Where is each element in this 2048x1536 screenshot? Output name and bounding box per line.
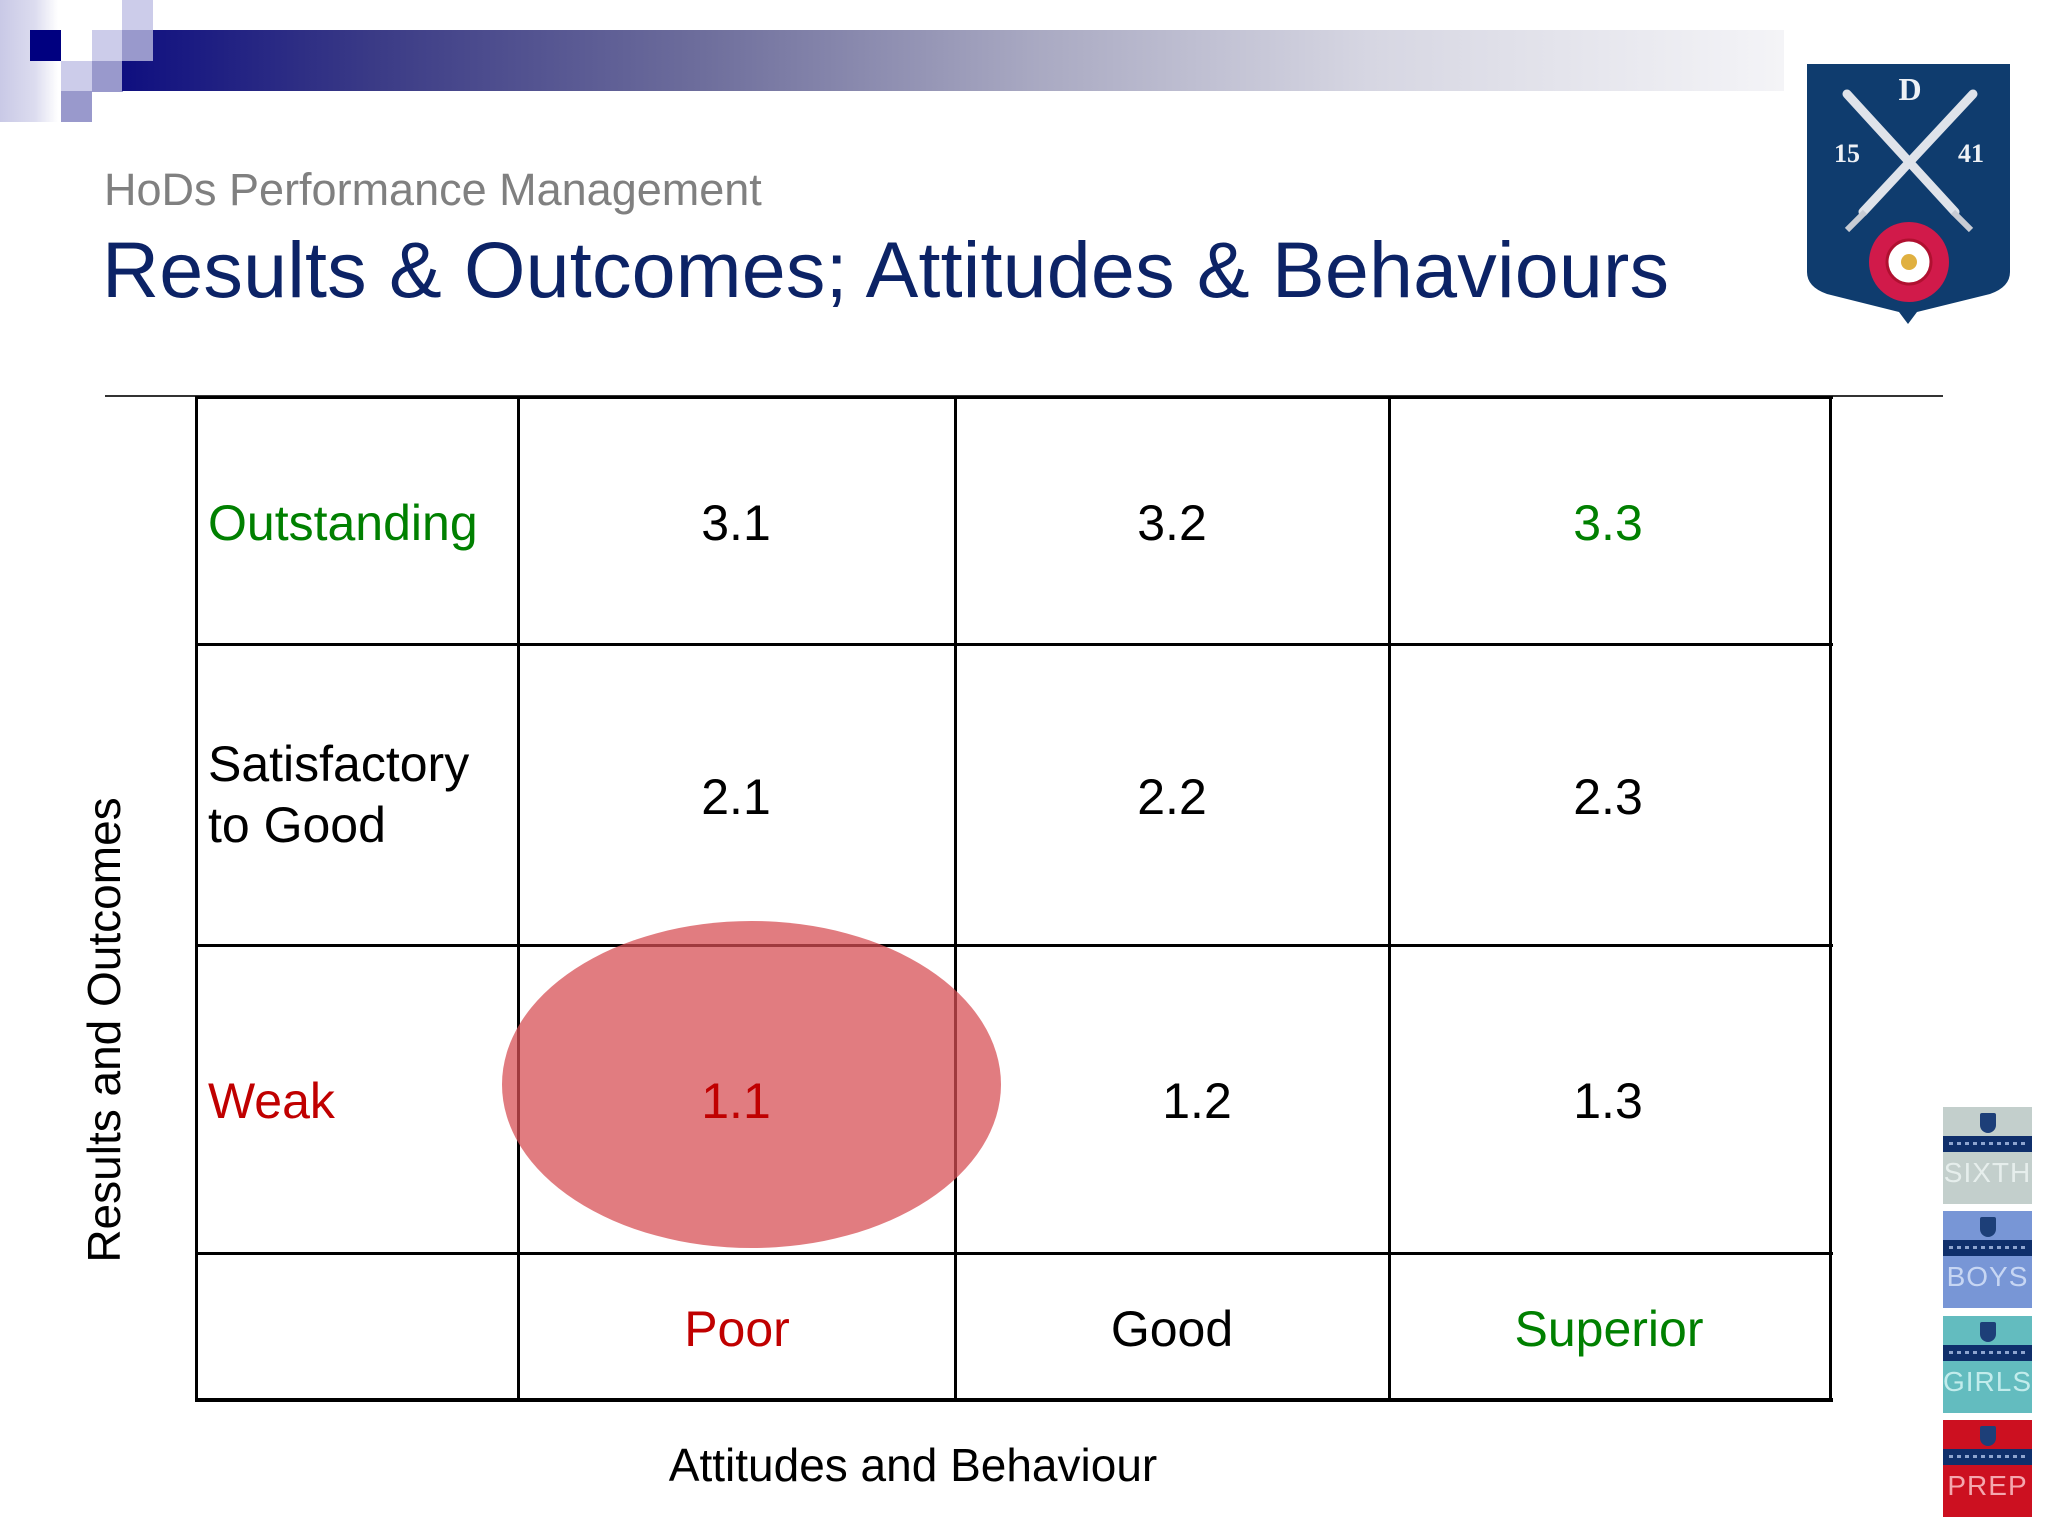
row-label-line: to Good xyxy=(208,797,386,853)
decor-square xyxy=(61,61,92,92)
grid-line xyxy=(1388,396,1391,1402)
mini-crest-icon xyxy=(1980,1217,1996,1237)
decor-square xyxy=(122,30,153,61)
header-decoration-fade xyxy=(0,0,58,122)
cell-2-2: 2.2 xyxy=(1137,769,1207,825)
cell-2-3: 2.3 xyxy=(1573,769,1643,825)
grid-line xyxy=(195,944,1833,947)
cell-2-1: 2.1 xyxy=(701,769,771,825)
header-gradient-bar xyxy=(122,30,1784,91)
badge-label: SIXTH xyxy=(1943,1157,2032,1188)
row-label-outstanding: Outstanding xyxy=(208,495,478,551)
badge-label: PREP xyxy=(1947,1470,2028,1501)
decor-square xyxy=(92,61,123,92)
badge-girls[interactable]: GIRLS xyxy=(1943,1316,2032,1413)
grid-line xyxy=(195,643,1833,646)
badge-sixth[interactable]: SIXTH xyxy=(1943,1107,2032,1204)
slide-subtitle: HoDs Performance Management xyxy=(104,164,762,215)
badge-band-text xyxy=(1949,1455,2026,1458)
decor-square xyxy=(122,0,153,31)
badge-boys[interactable]: BOYS xyxy=(1943,1211,2032,1308)
column-label-good: Good xyxy=(1110,1301,1234,1357)
row-label-line: Satisfactory xyxy=(208,736,470,792)
slide-title: Results & Outcomes; Attitudes & Behaviou… xyxy=(102,225,1670,314)
grid-line xyxy=(195,1398,1833,1402)
school-crest-logo: D 15 41 xyxy=(1805,62,2012,324)
badge-band-text xyxy=(1949,1246,2026,1249)
decor-square xyxy=(61,91,92,122)
badge-label: GIRLS xyxy=(1943,1366,2032,1397)
crest-year-right: 41 xyxy=(1958,139,1984,168)
mini-crest-icon xyxy=(1980,1113,1996,1133)
row-label-satisfactory: Satisfactory to Good xyxy=(208,734,469,856)
badge-prep[interactable]: PREP xyxy=(1943,1420,2032,1517)
badge-band-text xyxy=(1949,1351,2026,1354)
column-label-poor: Poor xyxy=(684,1301,790,1357)
grid-line xyxy=(195,396,1833,399)
cell-1-1: 1.1 xyxy=(701,1073,771,1129)
y-axis-label: Results and Outcomes xyxy=(78,797,130,1263)
decor-square xyxy=(30,30,61,61)
row-label-weak: Weak xyxy=(208,1073,335,1129)
decor-square xyxy=(92,30,123,61)
crest-icon: D 15 41 xyxy=(1807,64,2010,324)
performance-matrix: Outstanding 3.1 3.2 3.3 Satisfactory to … xyxy=(195,396,1833,1402)
grid-line xyxy=(954,396,957,1402)
cell-1-3: 1.3 xyxy=(1573,1073,1643,1129)
column-label-superior: Superior xyxy=(1514,1301,1704,1357)
crest-year-left: 15 xyxy=(1834,139,1860,168)
x-axis-label: Attitudes and Behaviour xyxy=(668,1439,1158,1491)
cell-3-2: 3.2 xyxy=(1137,495,1207,551)
grid-line xyxy=(1829,396,1832,1402)
cell-3-1: 3.1 xyxy=(701,495,771,551)
cell-1-2: 1.2 xyxy=(1162,1073,1232,1129)
grid-line xyxy=(517,396,520,1402)
badge-label: BOYS xyxy=(1946,1261,2029,1292)
mini-crest-icon xyxy=(1980,1322,1996,1342)
grid-line xyxy=(195,396,198,1402)
mini-crest-icon xyxy=(1980,1426,1996,1446)
crest-letter: D xyxy=(1898,71,1921,107)
cell-3-3: 3.3 xyxy=(1573,495,1643,551)
badge-band-text xyxy=(1949,1142,2026,1145)
highlight-ellipse xyxy=(502,921,1001,1248)
header-decoration-squares xyxy=(0,0,160,125)
grid-line xyxy=(195,1252,1833,1255)
